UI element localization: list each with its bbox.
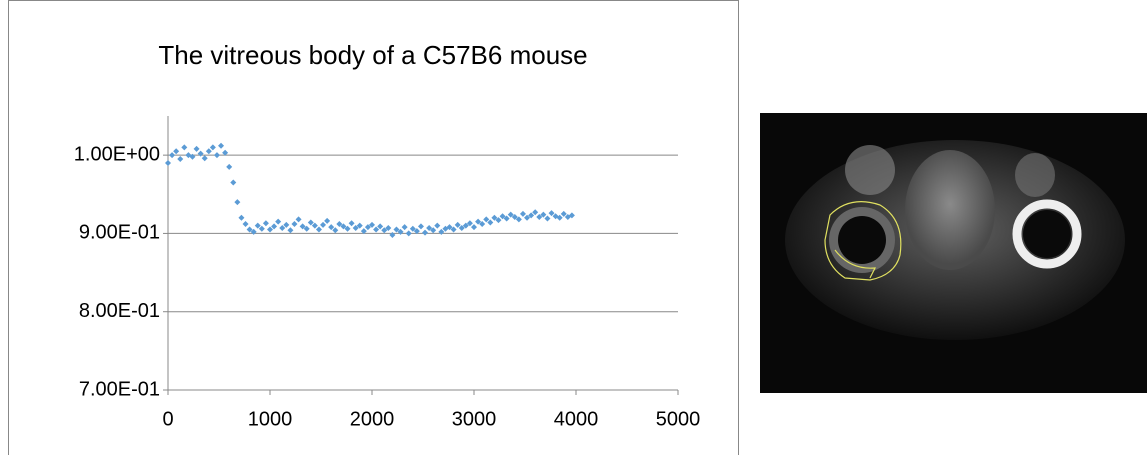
y-tick-label: 7.00E-01 <box>79 378 160 400</box>
x-tick-label: 4000 <box>554 408 599 430</box>
y-tick-label: 1.00E+00 <box>74 143 160 165</box>
x-tick-label: 2000 <box>350 408 395 430</box>
x-tick-label: 5000 <box>656 408 701 430</box>
mri-image <box>760 113 1147 393</box>
chart-title: The vitreous body of a C57B6 mouse <box>158 40 587 70</box>
page: The vitreous body of a C57B6 mouse 7.00E… <box>0 0 1147 455</box>
x-tick-label: 0 <box>162 408 173 430</box>
y-tick-label: 8.00E-01 <box>79 300 160 322</box>
x-tick-label: 3000 <box>452 408 497 430</box>
y-tick-label: 9.00E-01 <box>79 222 160 244</box>
x-tick-label: 1000 <box>248 408 293 430</box>
